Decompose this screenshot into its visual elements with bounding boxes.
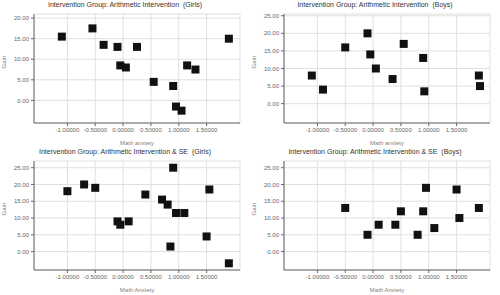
- svg-text:1.00000: 1.00000: [168, 127, 190, 133]
- svg-text:-0.50000: -0.50000: [83, 127, 107, 133]
- html-text:Intervention Group: Arithmetic: Intervention Group: Arithmetic Intervent…: [48, 1, 202, 8]
- svg-text:0.00000: 0.00000: [112, 127, 134, 133]
- svg-text:20.00: 20.00: [264, 182, 280, 188]
- svg-text:0.50000: 0.50000: [140, 127, 162, 133]
- svg-text:0.00000: 0.00000: [112, 274, 134, 280]
- svg-text:-1.00000: -1.00000: [56, 274, 80, 280]
- svg-text:Gain: Gain: [1, 203, 7, 216]
- svg-text:1.50000: 1.50000: [196, 127, 218, 133]
- svg-text:25.00: 25.00: [264, 13, 280, 19]
- svg-text:1.00000: 1.00000: [418, 274, 440, 280]
- svg-text:1.50000: 1.50000: [446, 274, 468, 280]
- svg-text:20.00: 20.00: [14, 15, 30, 21]
- svg-text:20.00: 20.00: [264, 30, 280, 36]
- svg-text:1.00000: 1.00000: [168, 274, 190, 280]
- svg-text:0.50000: 0.50000: [390, 127, 412, 133]
- svg-text:1.50000: 1.50000: [446, 127, 468, 133]
- svg-text:Gain: Gain: [1, 56, 7, 69]
- svg-text:0.00: 0.00: [17, 249, 29, 255]
- svg-text:5.00: 5.00: [267, 83, 279, 89]
- html-text:Intervention Group: Arithmetic: Intervention Group: Arithmetic Intervent…: [297, 1, 453, 8]
- svg-text:0.00: 0.00: [17, 98, 29, 104]
- svg-text:-0.50000: -0.50000: [333, 127, 357, 133]
- svg-text:0.00: 0.00: [267, 249, 279, 255]
- svg-text:15.00: 15.00: [264, 198, 280, 204]
- svg-text:0.00000: 0.00000: [362, 127, 384, 133]
- svg-text:25.00: 25.00: [264, 165, 280, 171]
- svg-text:10.00: 10.00: [264, 66, 280, 72]
- svg-text:20.00: 20.00: [14, 182, 30, 188]
- svg-text:-0.50000: -0.50000: [333, 274, 357, 280]
- svg-text:15.00: 15.00: [14, 198, 30, 204]
- html-text:Intervention Group: Arithmetic: Intervention Group: Arithmetic Intervent…: [39, 148, 211, 155]
- svg-text:-1.00000: -1.00000: [306, 274, 330, 280]
- svg-text:0.50000: 0.50000: [390, 274, 412, 280]
- svg-text:Math anxiety: Math anxiety: [120, 140, 154, 146]
- svg-text:15.00: 15.00: [264, 48, 280, 54]
- svg-text:25.00: 25.00: [14, 165, 30, 171]
- svg-text:5.00: 5.00: [17, 232, 29, 238]
- svg-text:10.00: 10.00: [264, 215, 280, 221]
- svg-text:10.00: 10.00: [14, 215, 30, 221]
- svg-text:Math Anxiety: Math Anxiety: [120, 287, 154, 293]
- svg-text:10.00: 10.00: [14, 56, 30, 62]
- html-text:Intervention Group: Arithmetic: Intervention Group: Arithmetic Intervent…: [288, 148, 462, 155]
- svg-text:-1.00000: -1.00000: [56, 127, 80, 133]
- svg-text:0.50000: 0.50000: [140, 274, 162, 280]
- svg-text:Gain: Gain: [251, 56, 257, 69]
- svg-text:-1.00000: -1.00000: [306, 127, 330, 133]
- svg-text:1.00000: 1.00000: [418, 127, 440, 133]
- svg-text:5.00: 5.00: [17, 77, 29, 83]
- svg-text:Math Anxiety: Math Anxiety: [370, 287, 404, 293]
- svg-text:Math anxiety: Math anxiety: [370, 140, 404, 146]
- svg-text:5.00: 5.00: [267, 232, 279, 238]
- svg-text:1.50000: 1.50000: [196, 274, 218, 280]
- svg-text:0.00000: 0.00000: [362, 274, 384, 280]
- svg-text:15.00: 15.00: [14, 36, 30, 42]
- svg-text:0.00: 0.00: [267, 101, 279, 107]
- svg-text:-0.50000: -0.50000: [83, 274, 107, 280]
- svg-text:Gain: Gain: [251, 203, 257, 216]
